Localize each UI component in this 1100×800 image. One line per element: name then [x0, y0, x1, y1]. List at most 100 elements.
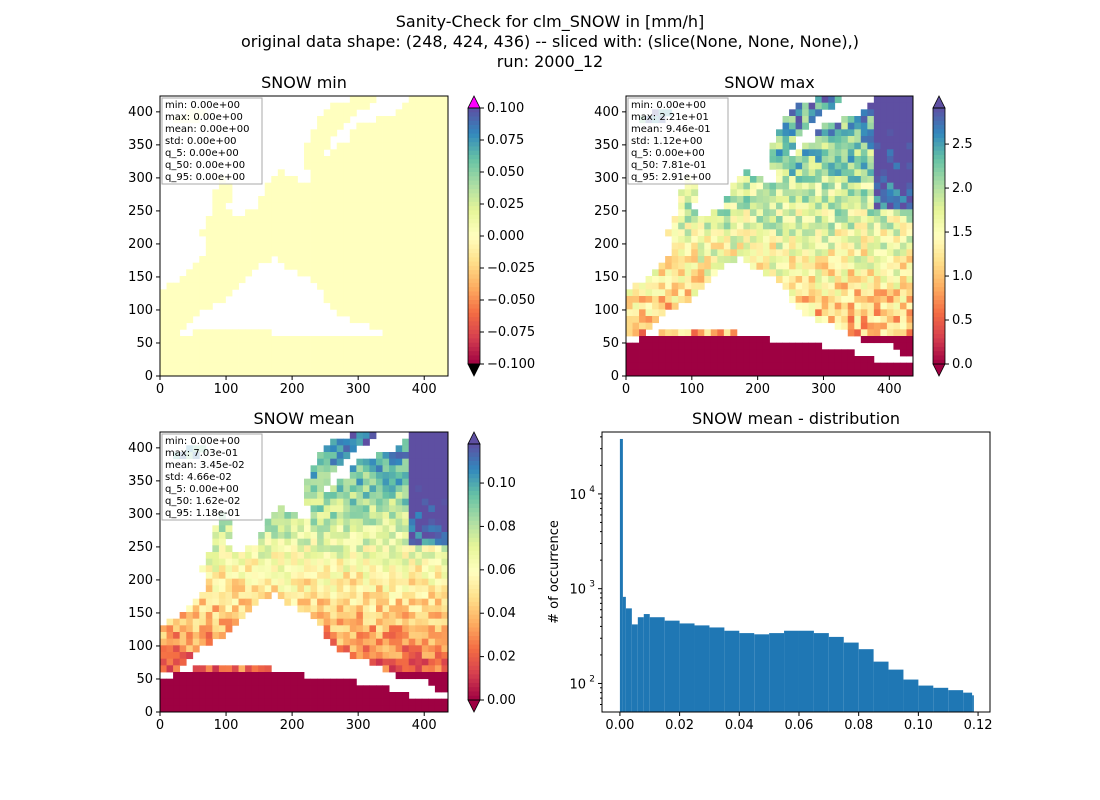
map-cell — [854, 189, 862, 197]
map-cell — [349, 485, 357, 493]
map-cell — [277, 672, 285, 680]
map-cell — [736, 336, 744, 344]
map-cell — [362, 505, 370, 513]
map-cell — [382, 612, 390, 620]
map-cell — [205, 692, 213, 700]
map-cell — [441, 525, 449, 533]
map-cell — [828, 129, 836, 137]
map-cell — [834, 276, 842, 284]
map-cell — [225, 276, 233, 284]
map-cell — [277, 705, 285, 713]
map-cell — [330, 692, 338, 700]
map-cell — [356, 498, 364, 506]
map-cell — [395, 498, 403, 506]
map-cell — [382, 222, 390, 230]
map-cell — [899, 229, 907, 237]
map-cell — [434, 276, 442, 284]
map-cell — [428, 625, 436, 633]
map-cell — [421, 518, 429, 526]
map-cell — [369, 618, 377, 626]
map-cell — [277, 538, 285, 546]
map-cell — [369, 149, 377, 157]
map-cell — [238, 329, 246, 337]
map-cell — [264, 236, 272, 244]
map-cell — [873, 336, 881, 344]
map-cell — [704, 262, 712, 270]
map-cell — [402, 116, 410, 124]
map-cell — [671, 216, 679, 224]
map-cell — [336, 262, 344, 270]
map-cell — [323, 289, 331, 297]
map-cell — [717, 249, 725, 257]
map-cell — [815, 369, 823, 377]
map-cell — [356, 149, 364, 157]
map-cell — [232, 558, 239, 566]
map-cell — [323, 189, 331, 197]
map-cell — [317, 618, 325, 626]
map-cell — [899, 342, 907, 350]
map-cell — [258, 538, 266, 546]
map-cell — [730, 242, 738, 250]
map-cell — [769, 262, 777, 270]
map-cell — [815, 316, 823, 324]
map-cell — [382, 156, 390, 164]
map-cell — [218, 209, 226, 217]
map-cell — [808, 269, 816, 277]
map-cell — [671, 302, 679, 310]
colorbar-band — [468, 567, 480, 573]
map-cell — [376, 478, 383, 486]
map-cell — [860, 176, 868, 184]
map-cell — [362, 692, 370, 700]
map-cell — [317, 209, 325, 217]
map-cell — [166, 632, 174, 640]
map-cell — [212, 685, 220, 693]
map-cell — [205, 269, 213, 277]
map-cell — [408, 698, 416, 706]
histogram-bar — [637, 617, 644, 712]
map-cell — [782, 242, 790, 250]
map-cell — [349, 652, 357, 660]
map-cell — [873, 282, 881, 290]
map-cell — [310, 189, 318, 197]
map-cell — [290, 249, 298, 257]
map-cell — [218, 692, 226, 700]
map-cell — [782, 129, 790, 137]
map-cell — [192, 605, 200, 613]
map-cell — [402, 572, 410, 580]
map-cell — [434, 572, 442, 580]
map-cell — [179, 349, 187, 357]
map-cell — [199, 302, 207, 310]
map-cell — [434, 142, 442, 150]
map-cell — [395, 249, 403, 257]
map-cell — [376, 705, 383, 713]
map-cell — [389, 182, 397, 190]
map-cell — [297, 518, 305, 526]
map-cell — [441, 698, 449, 706]
map-cell — [336, 362, 344, 370]
map-cell — [652, 269, 660, 277]
map-cell — [441, 612, 449, 620]
map-cell — [382, 309, 390, 317]
map-cell — [225, 336, 233, 344]
map-cell — [349, 565, 357, 573]
stats-line: max: 7.03e-01 — [165, 448, 238, 459]
map-cell — [245, 222, 253, 230]
map-cell — [205, 605, 213, 613]
colorbar-band — [468, 503, 480, 509]
map-cell — [382, 538, 390, 546]
map-cell — [434, 209, 442, 217]
map-cell — [179, 296, 187, 304]
map-cell — [336, 189, 344, 197]
map-cell — [867, 169, 875, 177]
colorbar-band — [468, 529, 480, 534]
map-cell — [808, 362, 816, 370]
map-cell — [691, 349, 699, 357]
map-cell — [232, 592, 239, 600]
map-cell — [873, 249, 881, 257]
map-cell — [906, 242, 914, 250]
map-cell — [212, 189, 220, 197]
map-cell — [893, 189, 901, 197]
map-cell — [382, 478, 390, 486]
map-cell — [245, 558, 253, 566]
map-cell — [356, 222, 364, 230]
